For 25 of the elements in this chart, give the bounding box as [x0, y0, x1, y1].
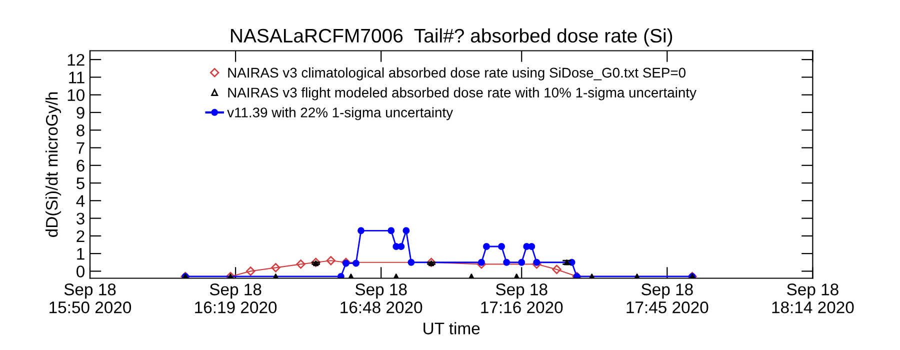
y-tick-label: 12: [68, 54, 84, 66]
x-axis-title: UT time: [424, 322, 480, 334]
legend-label: v11.39 with 22% 1-sigma uncertainty: [227, 107, 454, 120]
y-tick-label: 7: [76, 142, 84, 154]
x-tick-label: Sep 18 16:19 2020: [195, 284, 277, 314]
y-tick-label: 10: [68, 89, 84, 102]
y-tick-label: 5: [76, 178, 84, 190]
legend-label: NAIRAS v3 flight modeled absorbed dose rate with 10% 1-sigma uncertainty: [228, 87, 696, 100]
y-tick-label: 0: [76, 266, 84, 278]
y-axis-title: dD(Si)/dt microGy/h: [46, 92, 62, 237]
y-tick-label: 9: [76, 106, 84, 119]
y-tick-label: 6: [76, 160, 84, 172]
y-tick-label: 2: [76, 230, 84, 242]
y-tick-label: 11: [69, 72, 84, 84]
chart-title: NASALaRCFM7006 Tail#? absorbed dose rate (Si): [231, 28, 672, 46]
y-tick-label: 1: [77, 248, 84, 260]
x-tick-label: Sep 18 17:45 2020: [626, 284, 708, 314]
x-tick-label: Sep 18 17:16 2020: [481, 284, 563, 314]
y-tick-label: 3: [76, 212, 84, 224]
y-tick-label: 4: [76, 195, 85, 207]
x-tick-label: Sep 18 16:48 2020: [340, 284, 422, 314]
x-tick-label: Sep 18 18:14 2020: [772, 284, 854, 314]
x-tick-label: Sep 18 15:50 2020: [50, 284, 132, 314]
legend-label: NAIRAS v3 climatological absorbed dose rate using SiDose_G0.txt SEP=0: [228, 67, 686, 80]
y-tick-label: 8: [76, 124, 84, 136]
